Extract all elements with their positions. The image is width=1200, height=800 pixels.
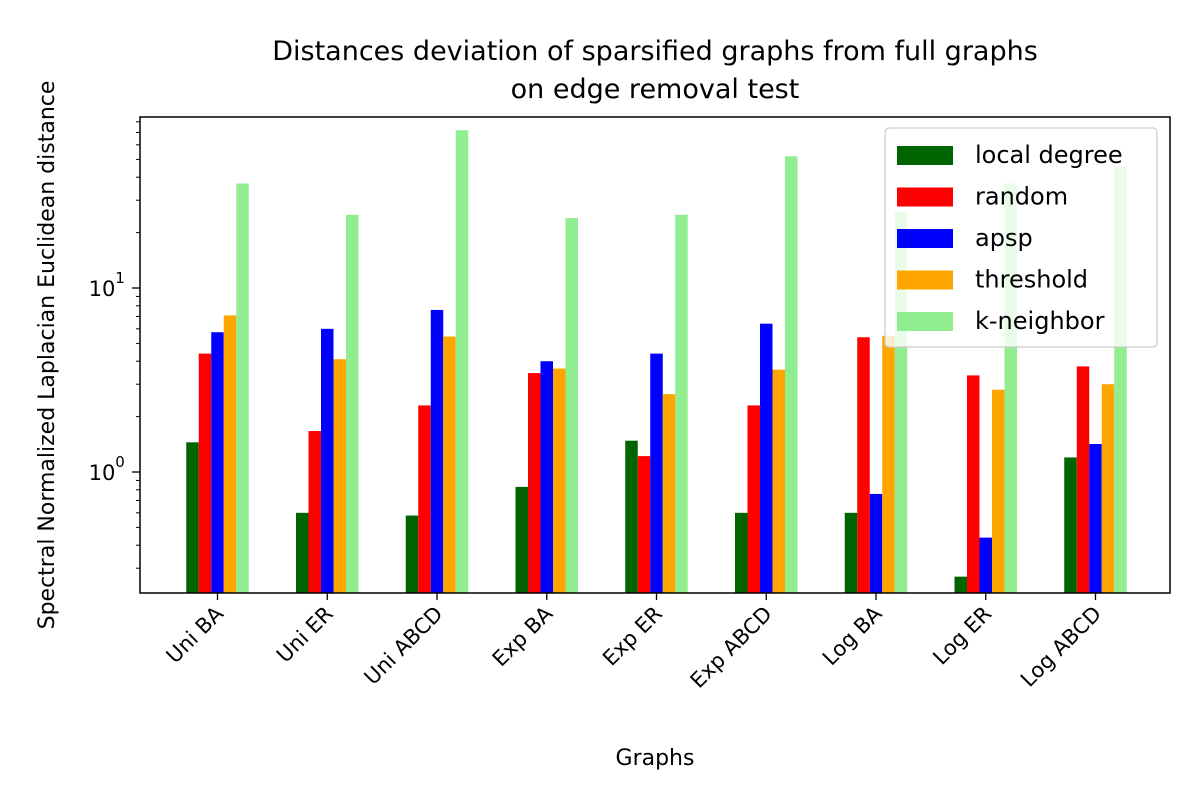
bar-random-uni-er xyxy=(308,431,321,593)
bar-random-log-ba xyxy=(857,337,870,593)
bar-apsp-log-er xyxy=(979,537,992,593)
x-tick-label: Log ER xyxy=(928,602,996,670)
x-tick-label: Exp ER xyxy=(598,602,667,671)
bar-k-neighbor-exp-er xyxy=(675,214,688,594)
legend-swatch-k-neighbor xyxy=(897,312,953,331)
legend-swatch-local-degree xyxy=(897,146,953,165)
bar-threshold-log-ba xyxy=(882,335,895,593)
bar-apsp-exp-er xyxy=(650,353,663,593)
bar-local-degree-uni-er xyxy=(296,512,309,593)
bar-threshold-uni-er xyxy=(333,359,346,593)
bar-k-neighbor-exp-ba xyxy=(565,218,578,594)
legend-label-apsp: apsp xyxy=(975,224,1033,252)
plot-area-frame xyxy=(139,116,1171,594)
legend-swatch-random xyxy=(897,187,953,207)
legend-swatch-apsp xyxy=(897,229,953,248)
bar-random-exp-ba xyxy=(528,373,541,593)
y-tick-exponent: 0 xyxy=(115,453,125,471)
bar-threshold-log-abcd xyxy=(1101,384,1115,593)
bar-random-log-er xyxy=(967,375,980,593)
bar-threshold-exp-abcd xyxy=(772,369,785,593)
bar-apsp-log-abcd xyxy=(1089,443,1102,593)
bar-threshold-exp-ba xyxy=(553,368,566,593)
y-tick-label: 10 xyxy=(89,461,116,485)
legend-label-random: random xyxy=(975,183,1068,211)
x-tick-label: Log ABCD xyxy=(1016,602,1106,692)
bar-local-degree-log-abcd xyxy=(1064,457,1077,593)
x-tick-label: Log BA xyxy=(818,601,887,670)
bar-k-neighbor-uni-ba xyxy=(236,183,249,593)
bar-threshold-uni-abcd xyxy=(443,336,456,593)
bar-random-exp-abcd xyxy=(747,405,760,593)
bar-k-neighbor-uni-abcd xyxy=(455,130,469,593)
bars-group xyxy=(186,130,1127,594)
bar-local-degree-exp-er xyxy=(625,440,638,593)
x-tick-label: Exp BA xyxy=(488,601,558,671)
x-axis-label: Graphs xyxy=(616,746,695,771)
bar-local-degree-exp-abcd xyxy=(735,512,748,593)
bar-random-log-abcd xyxy=(1076,366,1090,593)
bar-threshold-exp-er xyxy=(662,394,676,593)
bar-apsp-log-ba xyxy=(869,493,883,593)
bar-local-degree-uni-ba xyxy=(186,442,199,593)
bar-k-neighbor-uni-er xyxy=(346,214,359,594)
bar-local-degree-log-ba xyxy=(844,512,858,593)
bar-random-exp-er xyxy=(637,456,651,593)
legend-label-k-neighbor: k-neighbor xyxy=(975,307,1105,335)
bar-threshold-log-er xyxy=(992,389,1005,593)
legend-frame xyxy=(884,127,1158,348)
x-tick-label: Uni BA xyxy=(162,601,229,668)
bar-apsp-uni-er xyxy=(321,328,334,593)
bar-random-uni-ba xyxy=(198,353,212,593)
legend-swatch-threshold xyxy=(897,270,953,290)
y-tick-exponent: 1 xyxy=(115,269,125,287)
bar-apsp-uni-abcd xyxy=(430,309,444,593)
legend-label-local-degree: local degree xyxy=(975,141,1123,169)
x-tick-label: Exp ABCD xyxy=(686,602,777,693)
bar-random-uni-abcd xyxy=(418,405,431,593)
bar-k-neighbor-exp-abcd xyxy=(785,156,798,593)
chart-title-line2: on edge removal test xyxy=(511,74,800,105)
x-tick-label: Uni ABCD xyxy=(360,602,448,690)
bar-apsp-exp-ba xyxy=(540,361,553,593)
bar-apsp-uni-ba xyxy=(211,332,224,593)
chart-title-line1: Distances deviation of sparsified graphs… xyxy=(272,36,1038,67)
y-tick-label: 10 xyxy=(89,277,116,301)
bar-threshold-uni-ba xyxy=(223,315,237,593)
legend-label-threshold: threshold xyxy=(975,266,1088,294)
legend: local degree random apsp threshold k-neighbo… xyxy=(884,127,1158,348)
bar-local-degree-uni-abcd xyxy=(405,515,419,593)
bar-apsp-exp-abcd xyxy=(760,323,773,593)
x-axis-ticks: Uni BA Uni ER Uni ABCD Exp BA Exp ER Exp ABCD… xyxy=(162,593,1106,693)
y-axis-label: Spectral Normalized Laplacian Euclidean … xyxy=(35,81,60,630)
bar-local-degree-log-er xyxy=(954,576,967,593)
x-tick-label: Uni ER xyxy=(272,602,338,668)
bar-local-degree-exp-ba xyxy=(515,486,528,593)
